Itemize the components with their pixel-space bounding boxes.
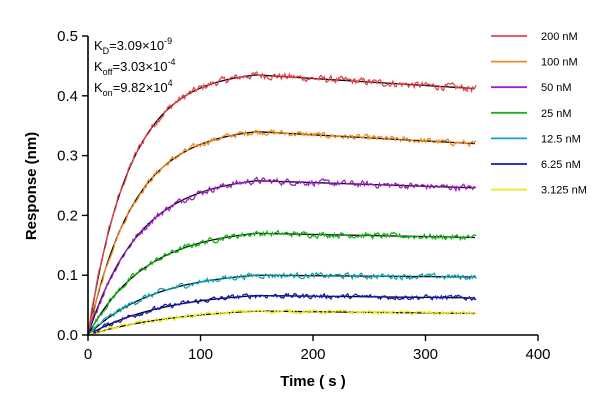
legend-label: 6.25 nM bbox=[541, 159, 581, 171]
legend-label: 12.5 nM bbox=[541, 133, 581, 145]
fit-line-3.125-nM bbox=[87, 310, 476, 336]
kinetic-constant-on: Kon=9.82×104 bbox=[94, 78, 173, 98]
legend-label: 25 nM bbox=[541, 108, 572, 120]
y-tick-label: 0.5 bbox=[57, 28, 78, 45]
fit-line-25-nM bbox=[87, 232, 476, 336]
x-tick-label: 300 bbox=[413, 346, 438, 363]
fit-line-6.25-nM bbox=[87, 294, 476, 336]
series-line-50-nM bbox=[87, 176, 477, 336]
legend-label: 3.125 nM bbox=[541, 185, 587, 197]
x-axis-title: Time ( s ) bbox=[280, 373, 346, 390]
y-tick-label: 0.1 bbox=[57, 267, 78, 284]
x-tick-label: 400 bbox=[525, 346, 550, 363]
series-line-100-nM bbox=[87, 129, 477, 336]
kinetic-constant-d: KD=3.09×10-9 bbox=[94, 36, 172, 56]
series-line-3.125-nM bbox=[87, 308, 477, 337]
series-line-25-nM bbox=[87, 229, 477, 336]
series-line-200-nM bbox=[87, 71, 477, 336]
data-series bbox=[87, 71, 477, 337]
y-tick-label: 0.2 bbox=[57, 207, 78, 224]
y-tick-label: 0.0 bbox=[57, 327, 78, 344]
legend-label: 50 nM bbox=[541, 82, 572, 94]
fit-line-50-nM bbox=[87, 180, 476, 336]
y-tick-label: 0.3 bbox=[57, 148, 78, 165]
x-tick-label: 0 bbox=[84, 346, 92, 363]
legend-label: 100 nM bbox=[541, 57, 578, 69]
fit-line-12.5-nM bbox=[87, 274, 476, 336]
axis-ticks: 0 100 200 300 400 0.0 0.1 0.2 0.3 0.4 0.5 bbox=[57, 28, 550, 363]
x-tick-label: 200 bbox=[300, 346, 325, 363]
legend: 200 nM 100 nM 50 nM 25 nM 12.5 nM 6.25 nM 3.12… bbox=[491, 31, 587, 197]
x-tick-label: 100 bbox=[188, 346, 213, 363]
series-line-12.5-nM bbox=[87, 271, 477, 336]
y-axis-title: Response (nm) bbox=[23, 132, 40, 240]
kinetic-constant-off: Koff=3.03×10-4 bbox=[94, 57, 175, 77]
legend-label: 200 nM bbox=[541, 31, 578, 43]
series-line-6.25-nM bbox=[87, 292, 477, 336]
y-tick-label: 0.4 bbox=[57, 88, 78, 105]
